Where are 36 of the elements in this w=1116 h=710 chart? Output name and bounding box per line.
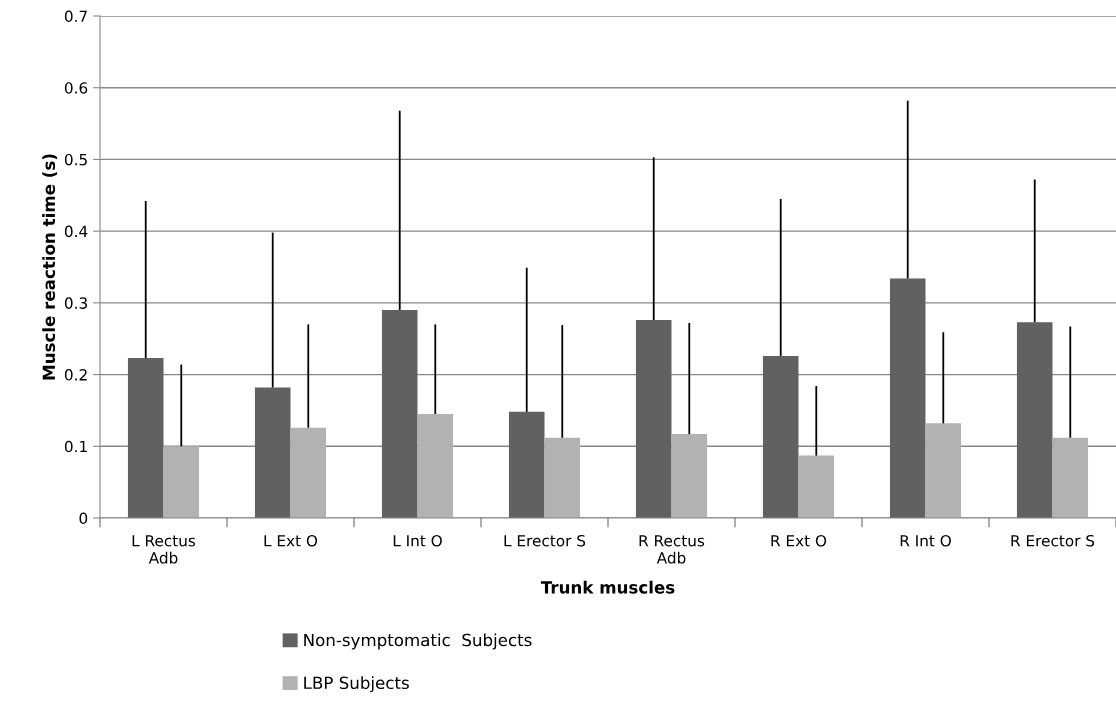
y-tick-label: 0.7 — [64, 10, 87, 23]
bar — [544, 437, 581, 518]
y-tick-label: 0 — [79, 512, 88, 525]
y-tick-label: 0.2 — [64, 369, 87, 381]
bar — [671, 434, 708, 518]
x-tick-label: L Rectus Adb — [132, 535, 196, 564]
bar — [635, 320, 672, 518]
x-tick-label: L Ext O — [264, 534, 318, 547]
y-tick-label: 0.5 — [64, 153, 87, 166]
bar — [163, 446, 200, 518]
x-tick-label: L Int O — [393, 534, 442, 547]
legend-label: LBP Subjects — [304, 676, 409, 693]
x-tick-label: R Rectus Adb — [639, 535, 705, 564]
bar — [381, 310, 418, 518]
bar — [1016, 322, 1053, 518]
y-tick-label: 0.1 — [64, 440, 87, 453]
bar — [798, 455, 835, 518]
bar — [254, 387, 291, 518]
bar — [290, 427, 327, 518]
bar — [889, 278, 926, 518]
x-tick-label: R Erector S — [1011, 534, 1095, 547]
bar — [417, 414, 454, 518]
x-tick-label: L Erector S — [504, 534, 586, 547]
x-tick-label: R Int O — [900, 534, 951, 547]
y-tick-label: 0.3 — [64, 297, 87, 309]
y-tick-label: 0.4 — [64, 225, 88, 238]
bar — [508, 411, 545, 518]
x-tick-label: R Ext O — [771, 534, 827, 547]
bar — [762, 355, 799, 518]
bar — [127, 358, 164, 518]
y-axis-title: Muscle reaction time (s) — [42, 154, 58, 380]
bar — [925, 423, 962, 518]
x-axis-title: Trunk muscles — [540, 580, 675, 594]
y-tick-label: 0.6 — [64, 82, 88, 94]
legend-label: Non-symptomatic Subjects — [304, 633, 532, 650]
bar — [1052, 437, 1089, 518]
